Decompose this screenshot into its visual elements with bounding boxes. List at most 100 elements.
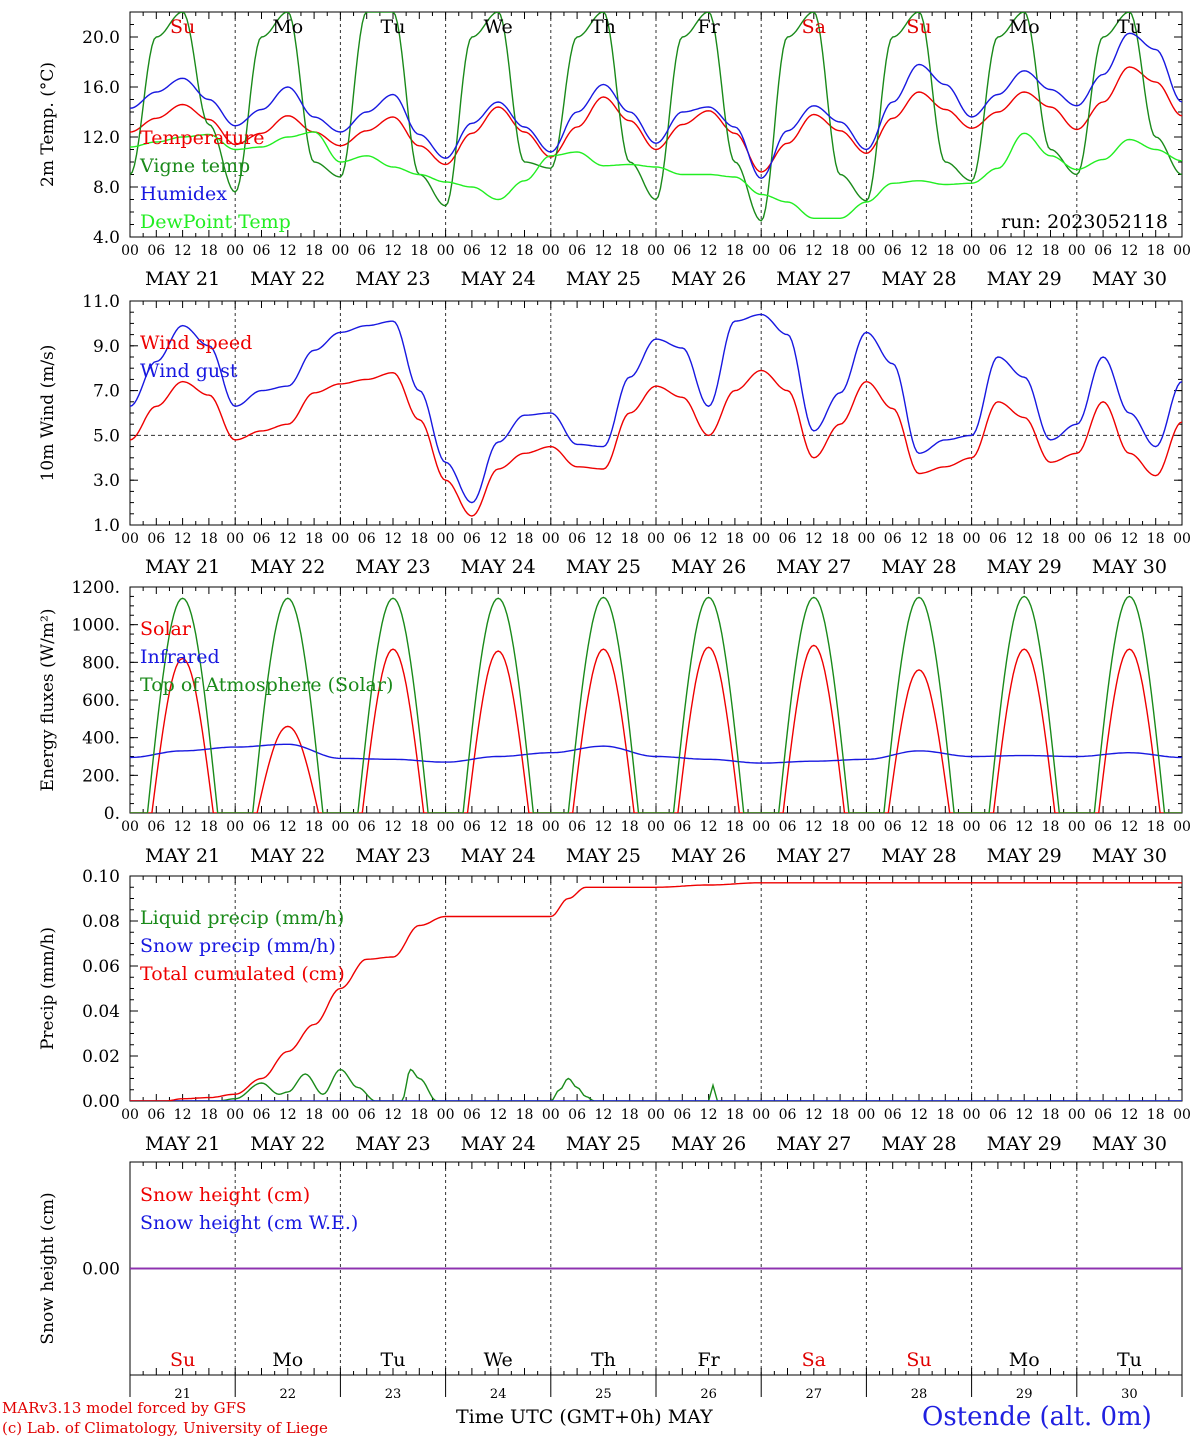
wind-date-label: MAY 22 [250, 556, 325, 578]
energy-hour-label: 00 [857, 819, 875, 835]
wind-ytick-label: 11.0 [82, 292, 120, 312]
energy-hour-label: 06 [884, 819, 902, 835]
energy-hour-label: 12 [805, 819, 823, 835]
energy-hour-label: 18 [831, 819, 849, 835]
temperature-hour-label: 12 [489, 243, 507, 259]
temperature-date-label: MAY 29 [987, 268, 1062, 290]
wind-date-label: MAY 30 [1092, 556, 1167, 578]
energy-ytick-label: 1000. [71, 616, 120, 636]
snow-day-name: Tu [1117, 1349, 1142, 1371]
precip-hour-label: 18 [200, 1107, 218, 1123]
temperature-hour-label: 06 [673, 243, 691, 259]
energy-hour-label: 06 [673, 819, 691, 835]
wind-date-label: MAY 25 [566, 556, 641, 578]
energy-date-label: MAY 26 [671, 845, 746, 867]
energy-hour-label: 06 [358, 819, 376, 835]
temperature-legend-1: Vigne temp [139, 155, 250, 177]
wind-hour-label: 18 [936, 531, 954, 547]
energy-hour-label: 00 [1173, 819, 1191, 835]
precip-ytick-label: 0.08 [82, 912, 120, 932]
temperature-legend-3: DewPoint Temp [140, 211, 291, 233]
temperature-hour-label: 00 [542, 243, 560, 259]
energy-hour-label: 06 [463, 819, 481, 835]
wind-hour-label: 18 [726, 531, 744, 547]
copyright-text: (c) Lab. of Climatology, University of L… [2, 1419, 328, 1437]
temperature-hour-label: 00 [1068, 243, 1086, 259]
temperature-legend-0: Temperature [140, 127, 264, 149]
precip-hour-label: 18 [410, 1107, 428, 1123]
wind-plot-frame [129, 300, 1183, 526]
temperature-day-name: Su [170, 16, 195, 38]
temperature-hour-label: 06 [147, 243, 165, 259]
temperature-date-label: MAY 27 [776, 268, 851, 290]
x-axis-title: Time UTC (GMT+0h) MAY [456, 1406, 713, 1428]
precip-series-total-cumulated-cm- [130, 882, 1182, 1101]
temperature-series-vigne-temp [130, 12, 1182, 222]
wind-hour-label: 00 [121, 531, 139, 547]
energy-hour-label: 18 [936, 819, 954, 835]
energy-ytick-label: 200. [82, 766, 120, 786]
temperature-day-name: Fr [697, 16, 720, 38]
energy-hour-label: 06 [779, 819, 797, 835]
temperature-hour-label: 12 [700, 243, 718, 259]
temperature-hour-label: 06 [358, 243, 376, 259]
energy-hour-label: 12 [1120, 819, 1138, 835]
temperature-hour-label: 18 [410, 243, 428, 259]
temperature-hour-label: 00 [121, 243, 139, 259]
temperature-ytick-label: 20.0 [82, 28, 120, 48]
precip-ylabel: Precip (mm/h) [38, 927, 58, 1050]
temperature-hour-label: 00 [226, 243, 244, 259]
precip-hour-label: 12 [279, 1107, 297, 1123]
wind-hour-label: 00 [1068, 531, 1086, 547]
precip-hour-label: 12 [910, 1107, 928, 1123]
energy-hour-label: 18 [200, 819, 218, 835]
station-name: Ostende (alt. 0m) [922, 1402, 1152, 1432]
energy-legend-0: Solar [140, 618, 192, 640]
temperature-day-name: Su [906, 16, 931, 38]
temperature-date-label: MAY 21 [145, 268, 220, 290]
snow-day-name: Su [170, 1349, 195, 1371]
wind-hour-label: 12 [1015, 531, 1033, 547]
temperature-hour-label: 18 [831, 243, 849, 259]
energy-hour-label: 12 [279, 819, 297, 835]
precip-hour-label: 06 [1094, 1107, 1112, 1123]
energy-hour-label: 18 [726, 819, 744, 835]
energy-hour-label: 00 [331, 819, 349, 835]
precip-date-label: MAY 25 [566, 1133, 641, 1155]
precip-hour-label: 18 [1042, 1107, 1060, 1123]
energy-series-infrared [130, 743, 1182, 764]
wind-date-label: MAY 27 [776, 556, 851, 578]
temperature-hour-label: 00 [1173, 243, 1191, 259]
wind-hour-label: 18 [621, 531, 639, 547]
wind-hour-label: 12 [805, 531, 823, 547]
wind-hour-label: 12 [700, 531, 718, 547]
temperature-date-label: MAY 30 [1092, 268, 1167, 290]
precip-hour-label: 12 [700, 1107, 718, 1123]
wind-hour-label: 00 [226, 531, 244, 547]
snow-day-name: Tu [381, 1349, 406, 1371]
wind-hour-label: 06 [779, 531, 797, 547]
wind-hour-label: 06 [358, 531, 376, 547]
energy-date-label: MAY 24 [461, 845, 536, 867]
wind-hour-label: 12 [910, 531, 928, 547]
energy-hour-label: 06 [147, 819, 165, 835]
energy-hour-label: 06 [568, 819, 586, 835]
temperature-day-name: Sa [802, 16, 826, 38]
temperature-hour-label: 12 [384, 243, 402, 259]
precip-hour-label: 18 [726, 1107, 744, 1123]
energy-date-label: MAY 23 [355, 845, 430, 867]
temperature-hour-label: 18 [726, 243, 744, 259]
temperature-series-humidex [130, 32, 1182, 180]
precip-date-label: MAY 27 [776, 1133, 851, 1155]
wind-hour-label: 00 [857, 531, 875, 547]
precip-hour-label: 18 [1147, 1107, 1165, 1123]
temperature-hour-label: 12 [1120, 243, 1138, 259]
wind-hour-label: 06 [568, 531, 586, 547]
precip-hour-label: 06 [568, 1107, 586, 1123]
snow-day-name: Th [591, 1349, 616, 1371]
precip-legend-2: Total cumulated (cm) [140, 963, 345, 985]
model-credit-text: MARv3.13 model forced by GFS [2, 1399, 247, 1417]
wind-hour-label: 12 [489, 531, 507, 547]
temperature-date-label: MAY 23 [355, 268, 430, 290]
wind-hour-label: 12 [384, 531, 402, 547]
